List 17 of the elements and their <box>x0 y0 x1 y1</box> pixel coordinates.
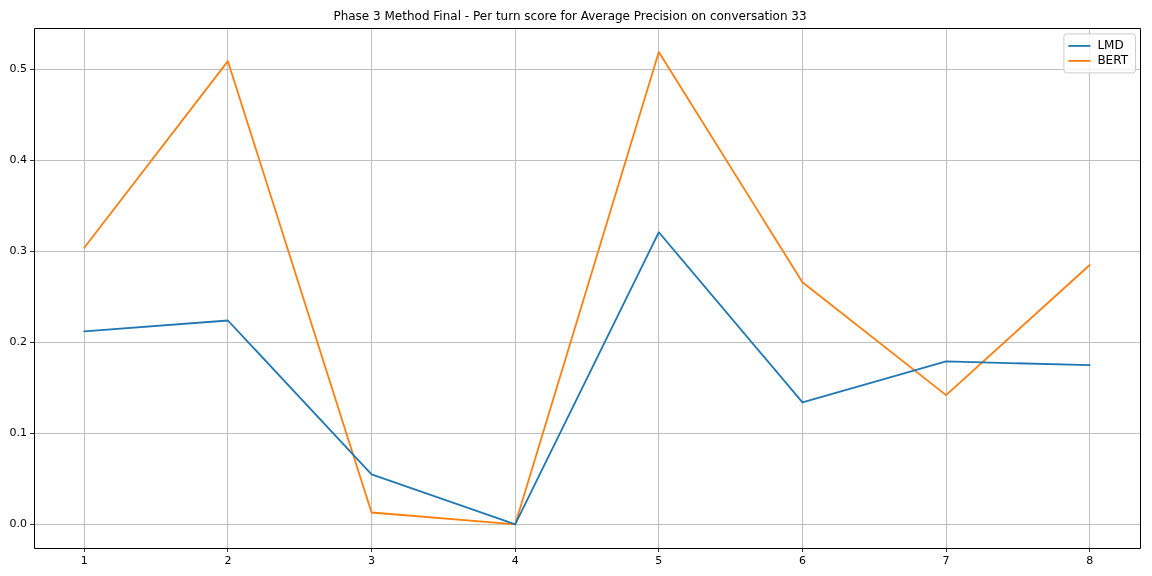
y-tick-label: 0.1 <box>9 426 27 440</box>
y-tick-label: 0.0 <box>9 517 27 531</box>
x-tick-label: 4 <box>511 554 519 568</box>
x-tick-label: 8 <box>1086 554 1094 568</box>
x-tick-label: 1 <box>80 554 88 568</box>
legend-label: LMD <box>1097 38 1124 53</box>
x-tick-label: 3 <box>368 554 376 568</box>
x-tick-label: 2 <box>224 554 232 568</box>
chart-title: Phase 3 Method Final - Per turn score for Average Precision on conversation 33 <box>333 9 807 24</box>
legend-label: BERT <box>1097 53 1129 68</box>
y-tick-label: 0.5 <box>9 62 27 76</box>
x-tick-label: 5 <box>655 554 663 568</box>
x-tick-label: 6 <box>798 554 806 568</box>
y-tick-label: 0.4 <box>9 153 27 167</box>
y-tick-label: 0.2 <box>9 335 27 349</box>
y-tick-label: 0.3 <box>9 244 27 258</box>
x-tick-label: 7 <box>942 554 950 568</box>
